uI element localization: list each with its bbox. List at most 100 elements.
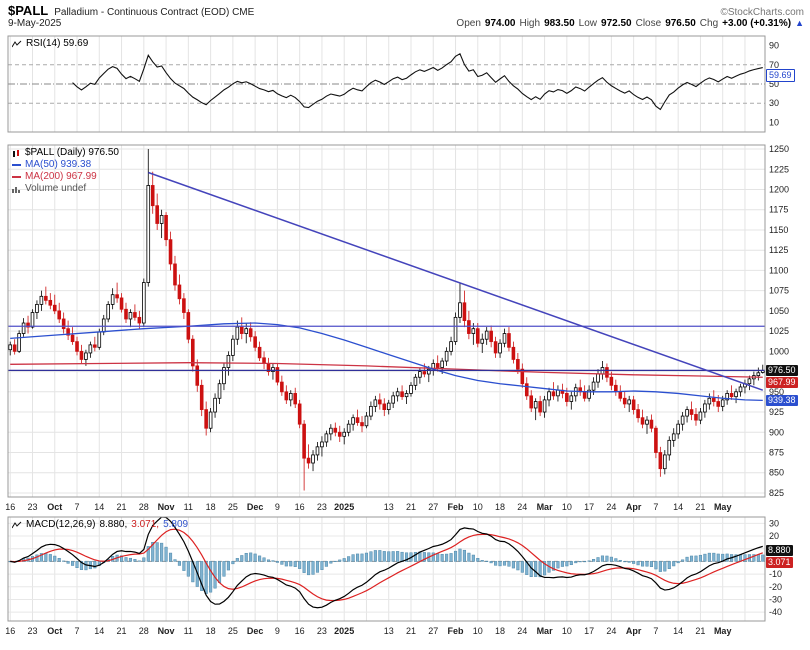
svg-text:2025: 2025 bbox=[334, 502, 354, 512]
macd-signal-value-box: 3.071 bbox=[766, 557, 793, 568]
svg-text:28: 28 bbox=[139, 626, 149, 636]
svg-text:1150: 1150 bbox=[769, 225, 788, 235]
svg-text:900: 900 bbox=[769, 427, 784, 437]
ma50-line-icon bbox=[12, 164, 21, 166]
svg-text:24: 24 bbox=[606, 626, 616, 636]
svg-text:Nov: Nov bbox=[158, 502, 175, 512]
svg-text:13: 13 bbox=[384, 502, 394, 512]
ma200-line bbox=[10, 362, 763, 378]
svg-text:21: 21 bbox=[117, 626, 127, 636]
high-value: 983.50 bbox=[544, 18, 575, 29]
svg-text:Oct: Oct bbox=[47, 626, 62, 636]
svg-text:23: 23 bbox=[27, 502, 37, 512]
svg-text:May: May bbox=[714, 626, 732, 636]
svg-text:25: 25 bbox=[228, 626, 238, 636]
svg-text:16: 16 bbox=[5, 626, 15, 636]
svg-text:1000: 1000 bbox=[769, 346, 789, 356]
chg-value: +3.00 (+0.31%) bbox=[722, 18, 792, 29]
svg-text:23: 23 bbox=[317, 502, 327, 512]
macd-line bbox=[10, 517, 763, 609]
symbol-description: Palladium - Continuous Contract (EOD) CM… bbox=[54, 7, 255, 18]
svg-text:850: 850 bbox=[769, 468, 784, 478]
rsi-line bbox=[72, 53, 763, 111]
copyright: ©StockCharts.com bbox=[720, 7, 804, 18]
ma50-line bbox=[10, 322, 763, 402]
macd-signal-line bbox=[10, 528, 763, 602]
svg-text:14: 14 bbox=[94, 626, 104, 636]
ma50-legend-label: MA(50) 939.38 bbox=[25, 159, 92, 170]
svg-text:7: 7 bbox=[75, 502, 80, 512]
macd-legend-name: MACD(12,26,9) bbox=[26, 519, 96, 530]
open-label: Open bbox=[456, 18, 481, 29]
panel-border bbox=[7, 35, 766, 133]
svg-text:Nov: Nov bbox=[158, 626, 175, 636]
svg-text:18: 18 bbox=[495, 626, 505, 636]
svg-text:Dec: Dec bbox=[247, 626, 264, 636]
svg-text:7: 7 bbox=[653, 626, 658, 636]
svg-text:14: 14 bbox=[673, 502, 683, 512]
ohlc-readout: Open 974.00 High 983.50 Low 972.50 Close 976… bbox=[456, 18, 804, 29]
svg-text:24: 24 bbox=[517, 502, 527, 512]
svg-text:24: 24 bbox=[517, 626, 527, 636]
svg-text:1075: 1075 bbox=[769, 286, 789, 296]
svg-text:18: 18 bbox=[206, 626, 216, 636]
svg-text:9: 9 bbox=[275, 502, 280, 512]
macd-legend-value-hist: 5.809 bbox=[163, 519, 189, 530]
svg-text:11: 11 bbox=[184, 502, 193, 512]
rsi-indicator-icon bbox=[12, 40, 22, 47]
low-value: 972.50 bbox=[601, 18, 632, 29]
svg-text:27: 27 bbox=[428, 502, 438, 512]
rsi-legend-label: RSI(14) 59.69 bbox=[26, 38, 89, 49]
chart-date: 9-May-2025 bbox=[8, 18, 62, 29]
svg-text:1050: 1050 bbox=[769, 306, 789, 316]
svg-text:21: 21 bbox=[695, 626, 705, 636]
ma50-value-box: 939.38 bbox=[766, 395, 798, 406]
panel-border bbox=[7, 516, 766, 622]
svg-text:Mar: Mar bbox=[537, 502, 554, 512]
main-legend-symbol: $PALL (Daily) 976.50 bbox=[25, 147, 119, 158]
chg-label: Chg bbox=[699, 18, 719, 29]
open-value: 974.00 bbox=[484, 18, 516, 29]
svg-text:925: 925 bbox=[769, 407, 784, 417]
svg-text:-30: -30 bbox=[769, 594, 782, 604]
svg-text:10: 10 bbox=[562, 626, 572, 636]
macd-legend: MACD(12,26,9) 8.880, 3.071, 5.809 bbox=[12, 519, 188, 531]
change-up-arrow-icon: ▲ bbox=[795, 18, 804, 28]
svg-text:30: 30 bbox=[769, 518, 779, 528]
svg-text:1200: 1200 bbox=[769, 185, 789, 195]
svg-text:-10: -10 bbox=[769, 569, 782, 579]
svg-text:13: 13 bbox=[384, 626, 394, 636]
svg-text:875: 875 bbox=[769, 447, 784, 457]
svg-text:20: 20 bbox=[769, 531, 779, 541]
svg-text:Feb: Feb bbox=[448, 502, 465, 512]
candlestick-series bbox=[8, 149, 765, 491]
symbol: $PALL bbox=[8, 3, 49, 18]
svg-text:825: 825 bbox=[769, 488, 784, 498]
svg-text:10: 10 bbox=[473, 502, 483, 512]
svg-text:-40: -40 bbox=[769, 607, 782, 617]
svg-text:Apr: Apr bbox=[626, 502, 642, 512]
svg-text:9: 9 bbox=[275, 626, 280, 636]
svg-text:28: 28 bbox=[139, 502, 149, 512]
svg-text:1225: 1225 bbox=[769, 164, 789, 174]
svg-text:Feb: Feb bbox=[448, 626, 465, 636]
svg-text:1125: 1125 bbox=[769, 245, 788, 255]
svg-text:1100: 1100 bbox=[769, 265, 788, 275]
close-value: 976.50 bbox=[665, 18, 696, 29]
svg-text:24: 24 bbox=[606, 502, 616, 512]
svg-text:1250: 1250 bbox=[769, 144, 789, 154]
svg-text:21: 21 bbox=[406, 626, 416, 636]
panel-border bbox=[7, 144, 766, 498]
main-legend: $PALL (Daily) 976.50 MA(50) 939.38 MA(20… bbox=[12, 147, 119, 195]
price-chart-icon bbox=[13, 149, 19, 157]
svg-text:Dec: Dec bbox=[247, 502, 264, 512]
svg-text:1175: 1175 bbox=[769, 205, 788, 215]
svg-text:30: 30 bbox=[769, 98, 779, 108]
svg-text:Mar: Mar bbox=[537, 626, 554, 636]
rsi-legend: RSI(14) 59.69 bbox=[12, 38, 88, 50]
svg-text:90: 90 bbox=[769, 41, 779, 51]
svg-text:10: 10 bbox=[473, 626, 483, 636]
svg-text:10: 10 bbox=[562, 502, 572, 512]
